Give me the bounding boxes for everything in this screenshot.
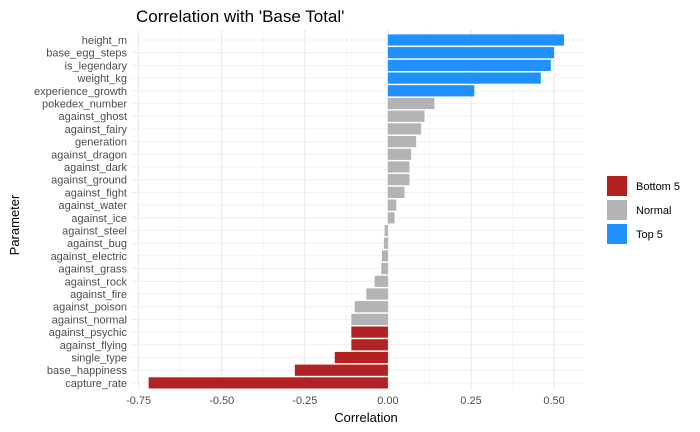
legend-swatch-bottom5 <box>607 176 627 196</box>
y-tick-label: capture_rate <box>65 378 127 390</box>
y-tick-label: height_m <box>82 35 127 47</box>
y-tick-label: against_water <box>59 200 128 212</box>
bar-against-ice <box>387 212 395 224</box>
y-tick-label: against_fairy <box>65 124 128 136</box>
y-tick-label: against_ghost <box>59 111 128 123</box>
bar-against-dark <box>387 161 410 173</box>
y-tick-label: against_ground <box>51 175 127 187</box>
y-tick-label: against_dark <box>64 162 127 174</box>
y-tick-label: against_fight <box>65 187 127 199</box>
legend-label-top5: Top 5 <box>636 229 663 241</box>
y-tick-label: pokedex_number <box>42 99 127 111</box>
bar-against-normal <box>351 313 388 325</box>
bar-against-ghost <box>387 110 425 122</box>
bar-against-bug <box>383 237 388 249</box>
legend-swatch-normal <box>607 200 627 220</box>
y-tick-label: single_type <box>71 353 127 365</box>
y-tick-label: against_grass <box>59 264 128 276</box>
bar-against-steel <box>384 224 388 237</box>
y-tick-label: against_normal <box>52 314 127 326</box>
bar-against-rock <box>374 275 388 287</box>
bar-base-egg-steps <box>387 47 555 59</box>
bar-against-fight <box>387 186 405 198</box>
y-tick-label: base_happiness <box>47 365 128 377</box>
x-tick-label: 0.25 <box>460 395 481 407</box>
legend-label-normal: Normal <box>636 205 671 217</box>
x-tick-label: 0.50 <box>543 395 564 407</box>
bar-weight-kg <box>387 72 541 84</box>
x-tick-label: -0.50 <box>209 395 234 407</box>
y-tick-label: against_bug <box>67 238 127 250</box>
y-tick-labels: height_mbase_egg_stepsis_legendaryweight… <box>34 35 127 390</box>
x-tick-label: 0.00 <box>377 395 398 407</box>
y-tick-label: against_psychic <box>49 327 128 339</box>
bar-against-grass <box>381 263 388 275</box>
y-tick-label: against_ice <box>71 213 127 225</box>
y-tick-label: against_steel <box>62 226 127 238</box>
bar-experience-growth <box>387 85 475 97</box>
y-tick-label: base_egg_steps <box>46 48 127 60</box>
bar-against-poison <box>354 301 388 313</box>
y-tick-label: experience_growth <box>34 86 127 98</box>
bar-against-water <box>387 199 397 211</box>
y-tick-label: against_electric <box>51 251 128 263</box>
bar-capture-rate <box>148 377 388 389</box>
x-tick-label: -0.25 <box>292 395 317 407</box>
bar-pokedex-number <box>387 97 435 110</box>
x-tick-labels: -0.75 -0.50 -0.25 0.00 0.25 0.50 <box>126 395 565 407</box>
legend-swatch-top5 <box>607 224 627 244</box>
y-tick-label: against_fire <box>70 289 127 301</box>
y-axis-title: Parameter <box>7 194 22 255</box>
y-tick-label: generation <box>75 137 127 149</box>
bar-against-ground <box>387 174 410 186</box>
y-tick-label: against_poison <box>53 302 127 314</box>
bar-base-happiness <box>294 364 388 376</box>
bar-is-legendary <box>387 59 551 71</box>
bar-against-psychic <box>351 326 388 338</box>
bar-generation <box>387 136 417 148</box>
bar-against-dragon <box>387 148 412 160</box>
y-tick-label: against_flying <box>60 340 127 352</box>
bar-against-electric <box>381 250 388 262</box>
legend: Bottom 5 Normal Top 5 <box>607 176 680 244</box>
bar-height-m <box>387 34 565 46</box>
bar-against-fire <box>366 288 388 300</box>
x-axis-title: Correlation <box>334 410 398 425</box>
bar-against-flying <box>351 339 388 351</box>
x-tick-label: -0.75 <box>126 395 151 407</box>
y-tick-label: weight_kg <box>76 73 127 85</box>
y-tick-label: against_dragon <box>51 149 127 161</box>
bar-single-type <box>334 351 388 364</box>
bars <box>148 34 565 389</box>
y-tick-label: is_legendary <box>65 60 128 72</box>
bar-against-fairy <box>387 123 422 135</box>
chart-title: Correlation with 'Base Total' <box>136 7 344 26</box>
legend-label-bottom5: Bottom 5 <box>636 181 680 193</box>
y-tick-label: against_rock <box>65 276 128 288</box>
